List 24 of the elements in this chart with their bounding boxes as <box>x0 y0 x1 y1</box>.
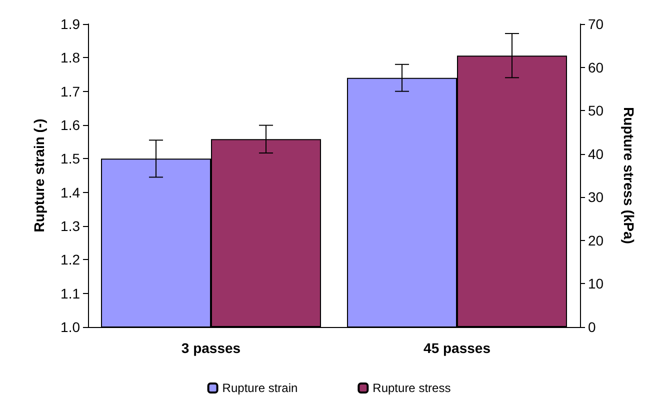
legend-label: Rupture strain <box>222 381 298 395</box>
y-tick-label: 1.0 <box>60 319 80 335</box>
y2-tick-label: 30 <box>588 189 604 206</box>
x-tick-label: 3 passes <box>181 340 241 356</box>
y-tick-label: 1.4 <box>60 184 80 200</box>
y-tick-label: 1.8 <box>60 50 80 66</box>
y2-tick-label: 60 <box>588 59 604 76</box>
y2-tick-label: 10 <box>588 276 604 292</box>
y2-tick-label: 50 <box>588 102 604 119</box>
y-tick-label: 1.9 <box>60 16 80 32</box>
y2-axis-title: Rupture stress (kPa) <box>621 107 637 244</box>
y2-tick-label: 40 <box>588 146 604 162</box>
y2-tick-label: 70 <box>588 16 604 32</box>
y-tick-label: 1.7 <box>60 83 80 100</box>
y-tick-label: 1.3 <box>60 218 80 234</box>
legend-label: Rupture stress <box>372 381 451 395</box>
y-tick-label: 1.5 <box>60 150 80 167</box>
y2-tick-label: 20 <box>588 232 604 248</box>
x-tick-label: 45 passes <box>424 340 491 356</box>
y-tick-label: 1.6 <box>60 117 80 133</box>
y-tick-label: 1.2 <box>60 252 80 268</box>
y-axis-title: Rupture strain (-) <box>31 118 47 232</box>
y2-tick-label: 0 <box>588 319 596 335</box>
y-tick-label: 1.1 <box>60 285 80 302</box>
